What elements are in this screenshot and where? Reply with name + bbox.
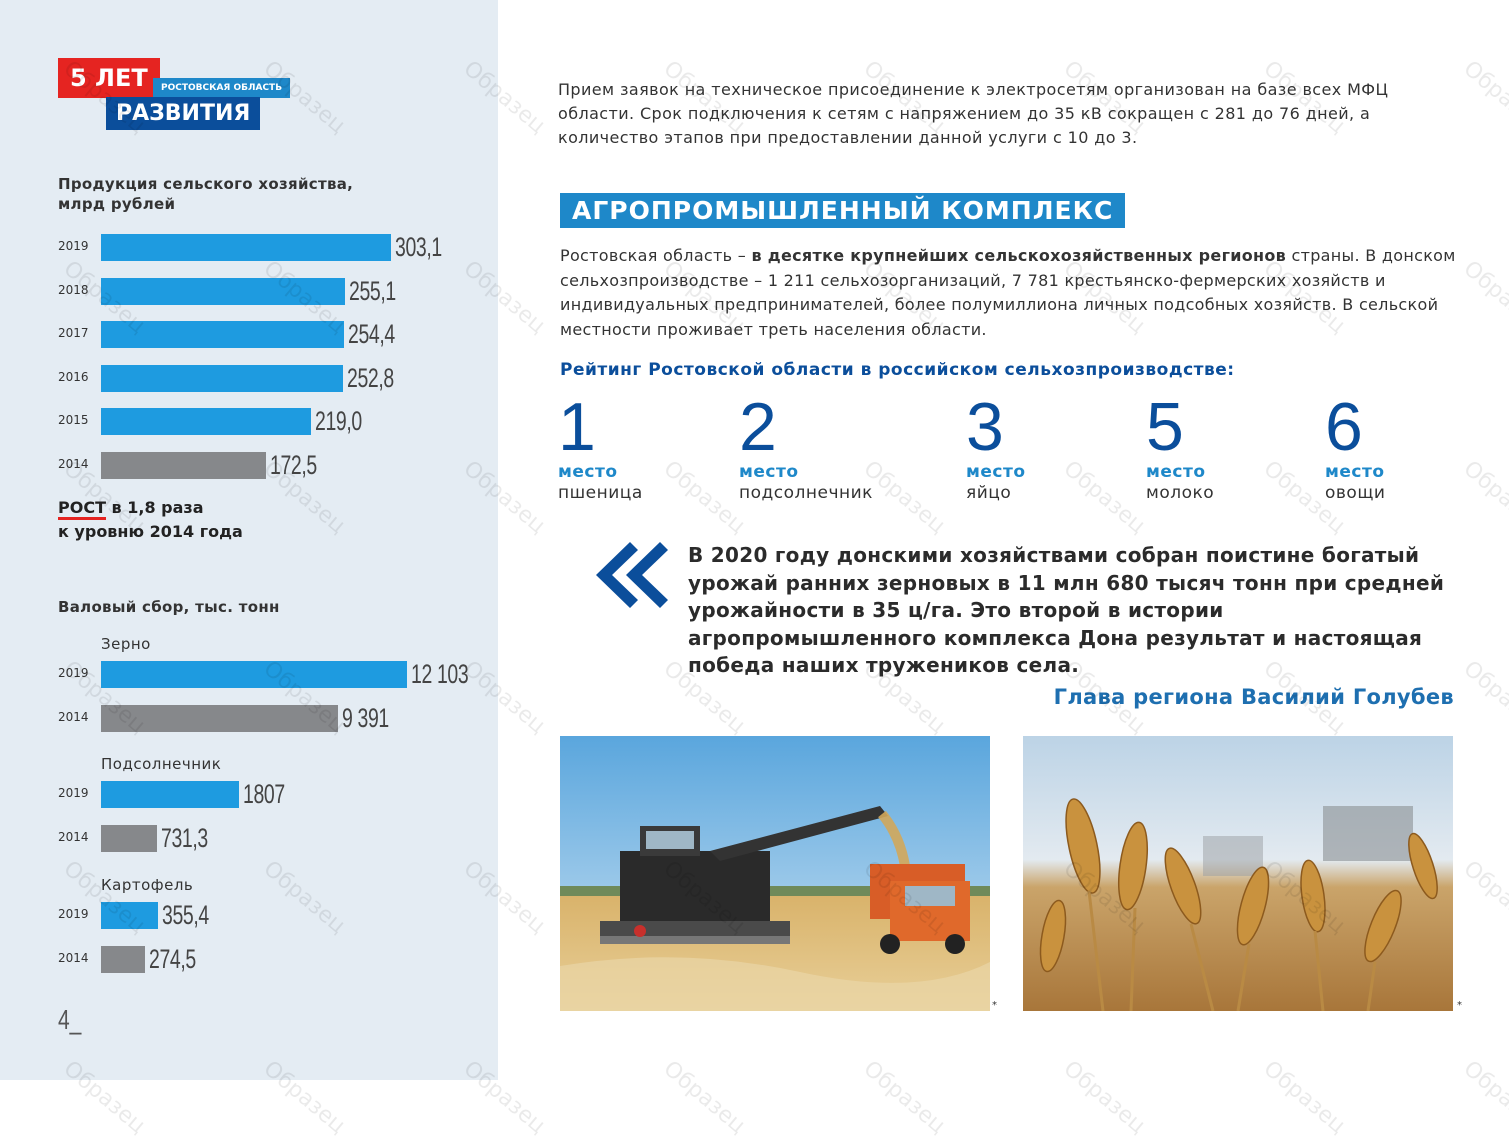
watermark-text: Образец xyxy=(1258,1056,1351,1139)
agri-chart-title: Продукция сельского хозяйства, млрд рубл… xyxy=(58,174,353,214)
watermark-text: Образец xyxy=(1058,456,1151,539)
rank-product: пшеница xyxy=(558,483,643,503)
watermark-text: Образец xyxy=(1458,456,1509,539)
watermark-text: Образец xyxy=(858,1056,951,1139)
logo-development: РАЗВИТИЯ xyxy=(106,97,261,130)
rank-word: место xyxy=(966,462,1026,482)
body-part1: Ростовская область – xyxy=(560,246,752,265)
bar xyxy=(101,277,345,305)
bar xyxy=(101,661,407,688)
photo-credit-mark: * xyxy=(992,1000,997,1011)
photo-credit-mark: * xyxy=(1457,1000,1462,1011)
growth-word: РОСТ xyxy=(58,498,106,520)
rank-word: место xyxy=(1146,462,1206,482)
rank-number: 2 xyxy=(739,389,777,465)
bar-value-label: 12 103 xyxy=(411,659,469,689)
rank-number: 3 xyxy=(966,389,1004,465)
bar-year-label: 2015 xyxy=(58,413,89,427)
quote-text: В 2020 году донскими хозяйствами собран … xyxy=(688,543,1445,677)
rank-word: место xyxy=(739,462,799,482)
growth-line2: к уровню 2014 года xyxy=(58,522,243,541)
rank-item: 3 место яйцо xyxy=(966,392,1026,504)
bar xyxy=(101,451,266,479)
rank-number: 1 xyxy=(558,389,596,465)
watermark-text: Образец xyxy=(1458,56,1509,139)
bar-value-label: 172,5 xyxy=(270,449,317,480)
rating-title: Рейтинг Ростовской области в российском … xyxy=(560,360,1235,380)
rank-item: 6 место овощи xyxy=(1325,392,1385,504)
watermark-text: Образец xyxy=(1458,1056,1509,1139)
section-title: АГРОПРОМЫШЛЕННЫЙ КОМПЛЕКС xyxy=(560,193,1126,228)
bar-value-label: 254,4 xyxy=(348,319,395,349)
bar-year-label: 2018 xyxy=(58,282,89,297)
rank-item: 5 место молоко xyxy=(1146,392,1214,504)
bar-year-label: 2014 xyxy=(58,456,89,471)
bar xyxy=(101,408,311,435)
rank-item: 2 место подсолнечник xyxy=(739,392,873,504)
watermark-text: Образец xyxy=(1458,856,1509,939)
bar xyxy=(101,321,344,348)
bar-value-label: 219,0 xyxy=(315,406,362,436)
bar-year-label: 2019 xyxy=(58,666,89,680)
bar-value-label: 1807 xyxy=(243,779,285,809)
bar xyxy=(101,781,239,808)
bar-year-label: 2016 xyxy=(58,369,89,384)
logo-region: РОСТОВСКАЯ ОБЛАСТЬ xyxy=(153,78,291,98)
rank-number: 5 xyxy=(1146,389,1184,465)
logo-years: 5 ЛЕТ xyxy=(58,58,160,98)
bar-year-label: 2019 xyxy=(58,786,89,800)
bar-value-label: 252,8 xyxy=(347,362,394,393)
rank-number: 6 xyxy=(1325,389,1363,465)
bar xyxy=(101,364,343,392)
bar-value-label: 355,4 xyxy=(162,900,209,930)
rank-product: яйцо xyxy=(966,483,1012,503)
watermark-text: Образец xyxy=(1458,256,1509,339)
body-paragraph: Ростовская область – в десятке крупнейши… xyxy=(560,244,1460,342)
bar-value-label: 303,1 xyxy=(395,232,442,262)
page-number: 4_ xyxy=(58,1004,82,1035)
watermark-text: Образец xyxy=(658,1056,751,1139)
bar-year-label: 2014 xyxy=(58,830,89,844)
rank-item: 1 место пшеница xyxy=(558,392,643,504)
harvest-chart-title: Валовый сбор, тыс. тонн xyxy=(58,598,280,616)
bar-year-label: 2019 xyxy=(58,239,89,253)
bar xyxy=(101,705,338,732)
wheat-photo xyxy=(1023,736,1453,1011)
intro-paragraph: Прием заявок на техническое присоединени… xyxy=(558,80,1389,147)
rank-product: подсолнечник xyxy=(739,483,873,503)
bar-year-label: 2014 xyxy=(58,951,89,965)
bar-value-label: 9 391 xyxy=(342,703,389,733)
growth-note: РОСТ в 1,8 раза к уровню 2014 года xyxy=(58,496,243,544)
body-bold: в десятке крупнейших сельскохозяйственны… xyxy=(751,246,1287,265)
agri-chart-title-line1: Продукция сельского хозяйства, xyxy=(58,175,354,193)
watermark-text: Образец xyxy=(1058,1056,1151,1139)
rank-word: место xyxy=(1325,462,1385,482)
watermark-text: Образец xyxy=(658,456,751,539)
bar-year-label: 2014 xyxy=(58,710,89,724)
bar xyxy=(101,946,145,973)
left-panel xyxy=(0,0,498,1080)
bar-year-label: 2017 xyxy=(58,326,89,340)
body-part2: страны. В донском сельхозпроизводстве – … xyxy=(560,246,1456,339)
rank-word: место xyxy=(558,462,618,482)
quote-mark-icon xyxy=(596,542,668,608)
bar-value-label: 274,5 xyxy=(149,944,196,974)
bar xyxy=(101,825,157,852)
growth-rest: в 1,8 раза xyxy=(105,498,204,517)
watermark-text: Образец xyxy=(1458,656,1509,739)
bar-value-label: 731,3 xyxy=(161,823,208,853)
bar xyxy=(101,902,158,929)
agri-chart-title-line2: млрд рублей xyxy=(58,195,176,213)
rank-product: молоко xyxy=(1146,483,1215,503)
bar-value-label: 255,1 xyxy=(349,275,396,306)
crop-label: Картофель xyxy=(101,876,194,894)
crop-label: Подсолнечник xyxy=(101,755,222,773)
harvester-photo xyxy=(560,736,990,1011)
quote-author: Глава региона Василий Голубев xyxy=(1053,685,1454,709)
rank-product: овощи xyxy=(1325,483,1386,503)
bar-year-label: 2019 xyxy=(58,907,89,921)
crop-label: Зерно xyxy=(101,635,151,653)
bar xyxy=(101,234,391,261)
